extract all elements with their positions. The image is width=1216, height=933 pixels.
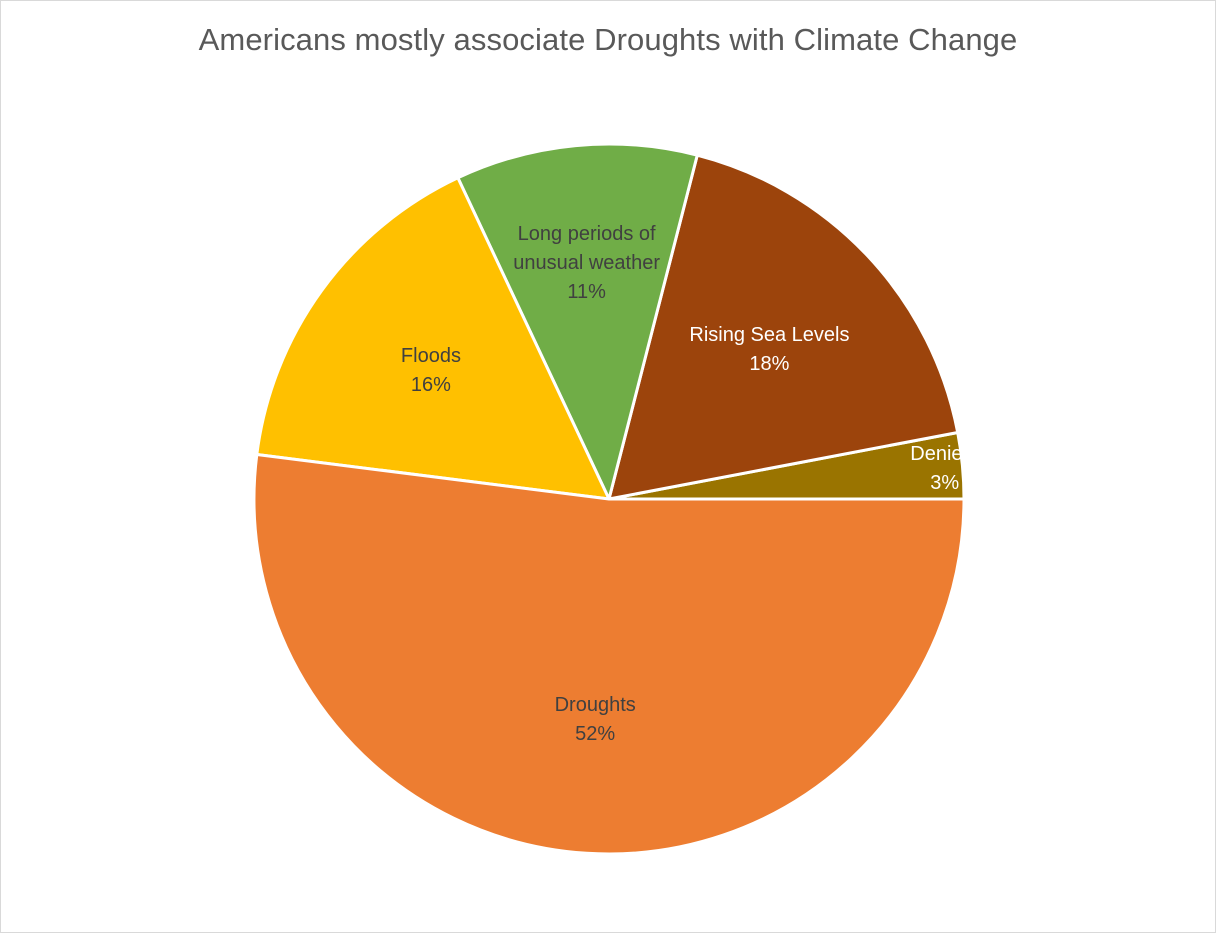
data-label-rising-sea-levels: Rising Sea Levels 18% bbox=[689, 324, 849, 375]
chart-title: Americans mostly associate Droughts with… bbox=[198, 22, 1018, 57]
pie-slice-long-periods-of-unusual-weather bbox=[456, 142, 699, 501]
data-label-floods: Floods 16% bbox=[401, 345, 461, 396]
data-label-deniers: Deniers 3% bbox=[910, 443, 979, 494]
pie-slice-droughts bbox=[252, 453, 966, 856]
pie-slice-floods bbox=[255, 176, 611, 501]
data-label-droughts: Droughts 52% bbox=[555, 694, 636, 745]
data-label-long-periods-of-unusual-weather: Long periods of unusual weather 11% bbox=[513, 223, 660, 303]
pie-slice-rising-sea-levels bbox=[607, 153, 960, 501]
